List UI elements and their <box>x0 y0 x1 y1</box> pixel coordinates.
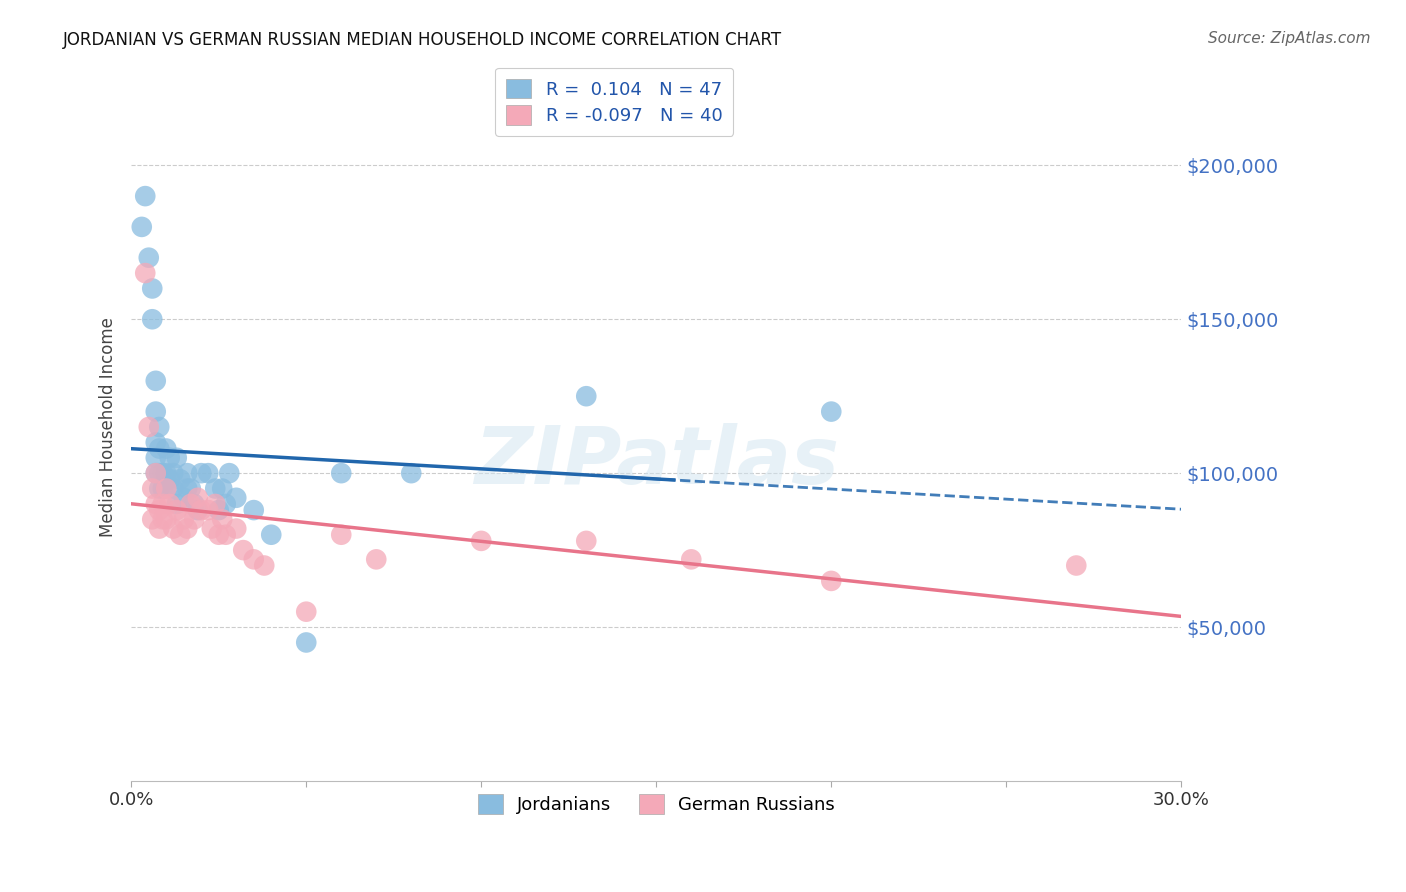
Point <box>159 450 181 465</box>
Point <box>169 472 191 486</box>
Point <box>187 491 209 505</box>
Point <box>575 533 598 548</box>
Text: JORDANIAN VS GERMAN RUSSIAN MEDIAN HOUSEHOLD INCOME CORRELATION CHART: JORDANIAN VS GERMAN RUSSIAN MEDIAN HOUSE… <box>63 31 782 49</box>
Point <box>148 420 170 434</box>
Point <box>190 503 212 517</box>
Point <box>218 466 240 480</box>
Point <box>173 512 195 526</box>
Point <box>145 404 167 418</box>
Point <box>211 482 233 496</box>
Point <box>145 374 167 388</box>
Point <box>260 527 283 541</box>
Point <box>138 251 160 265</box>
Point <box>176 466 198 480</box>
Point <box>575 389 598 403</box>
Point <box>148 442 170 456</box>
Point <box>155 466 177 480</box>
Point <box>208 527 231 541</box>
Point <box>225 522 247 536</box>
Point <box>134 266 156 280</box>
Point <box>208 503 231 517</box>
Point <box>201 522 224 536</box>
Point <box>145 450 167 465</box>
Point <box>152 482 174 496</box>
Point <box>155 482 177 496</box>
Point <box>176 522 198 536</box>
Point <box>183 512 205 526</box>
Point <box>169 527 191 541</box>
Point <box>155 482 177 496</box>
Point <box>197 503 219 517</box>
Point <box>162 466 184 480</box>
Point <box>1064 558 1087 573</box>
Point <box>166 450 188 465</box>
Point <box>148 522 170 536</box>
Point <box>152 512 174 526</box>
Point <box>232 543 254 558</box>
Point <box>242 503 264 517</box>
Point <box>152 497 174 511</box>
Point <box>148 503 170 517</box>
Point <box>155 512 177 526</box>
Point <box>141 512 163 526</box>
Point <box>187 503 209 517</box>
Point <box>145 466 167 480</box>
Point <box>162 522 184 536</box>
Point <box>295 605 318 619</box>
Y-axis label: Median Household Income: Median Household Income <box>100 317 117 537</box>
Point <box>330 466 353 480</box>
Point <box>253 558 276 573</box>
Point <box>173 491 195 505</box>
Point <box>138 420 160 434</box>
Point <box>131 219 153 234</box>
Point <box>215 497 238 511</box>
Point <box>162 482 184 496</box>
Point <box>145 435 167 450</box>
Text: ZIPatlas: ZIPatlas <box>474 424 839 501</box>
Point <box>215 527 238 541</box>
Point <box>159 472 181 486</box>
Point <box>148 466 170 480</box>
Point <box>134 189 156 203</box>
Point <box>180 497 202 511</box>
Point <box>820 404 842 418</box>
Point <box>141 312 163 326</box>
Point <box>141 482 163 496</box>
Point <box>197 466 219 480</box>
Point <box>159 497 181 511</box>
Point <box>148 482 170 496</box>
Point <box>401 466 423 480</box>
Point <box>211 512 233 526</box>
Point <box>180 482 202 496</box>
Point <box>145 497 167 511</box>
Point <box>176 482 198 496</box>
Point <box>166 503 188 517</box>
Point <box>681 552 703 566</box>
Point <box>183 497 205 511</box>
Point <box>141 281 163 295</box>
Text: Source: ZipAtlas.com: Source: ZipAtlas.com <box>1208 31 1371 46</box>
Point <box>820 574 842 588</box>
Point <box>204 482 226 496</box>
Point <box>330 527 353 541</box>
Point <box>166 497 188 511</box>
Point <box>242 552 264 566</box>
Point <box>145 466 167 480</box>
Point <box>225 491 247 505</box>
Point <box>366 552 388 566</box>
Point <box>155 442 177 456</box>
Point <box>295 635 318 649</box>
Point <box>470 533 492 548</box>
Point <box>204 497 226 511</box>
Point <box>190 466 212 480</box>
Legend: Jordanians, German Russians: Jordanians, German Russians <box>467 783 846 825</box>
Point <box>152 466 174 480</box>
